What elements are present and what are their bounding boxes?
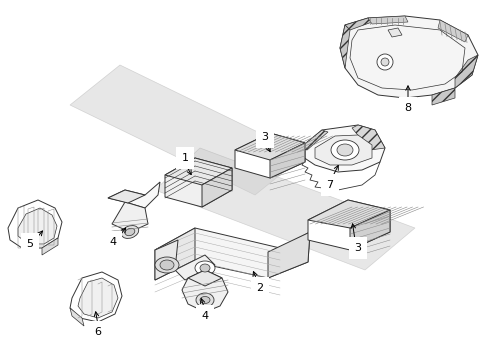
Polygon shape — [267, 232, 309, 278]
Polygon shape — [78, 278, 118, 318]
Polygon shape — [8, 200, 62, 248]
Polygon shape — [155, 148, 414, 270]
Ellipse shape — [380, 58, 388, 66]
Polygon shape — [269, 143, 305, 178]
Ellipse shape — [200, 297, 209, 303]
Polygon shape — [339, 25, 349, 68]
Polygon shape — [182, 270, 227, 312]
Ellipse shape — [200, 264, 209, 272]
Polygon shape — [108, 182, 160, 208]
Polygon shape — [155, 228, 195, 280]
Polygon shape — [187, 270, 222, 286]
Polygon shape — [339, 16, 477, 98]
Ellipse shape — [155, 257, 179, 273]
Text: 3: 3 — [354, 243, 361, 253]
Text: 2: 2 — [256, 283, 263, 293]
Text: 4: 4 — [109, 237, 116, 247]
Polygon shape — [307, 200, 389, 228]
Text: 1: 1 — [181, 153, 188, 163]
Polygon shape — [70, 272, 122, 322]
Polygon shape — [70, 65, 305, 195]
Polygon shape — [299, 125, 384, 172]
Ellipse shape — [330, 140, 358, 160]
Polygon shape — [367, 16, 407, 24]
Polygon shape — [345, 18, 371, 30]
Text: 4: 4 — [201, 311, 208, 321]
Polygon shape — [387, 28, 401, 37]
Polygon shape — [299, 130, 327, 150]
Polygon shape — [437, 20, 467, 42]
Polygon shape — [307, 200, 389, 250]
Polygon shape — [112, 202, 148, 232]
Polygon shape — [164, 158, 231, 207]
Ellipse shape — [121, 226, 139, 238]
Polygon shape — [164, 158, 231, 185]
Polygon shape — [42, 238, 58, 255]
Ellipse shape — [160, 260, 174, 270]
Polygon shape — [202, 168, 231, 207]
Polygon shape — [351, 125, 384, 150]
Text: 6: 6 — [94, 327, 102, 337]
Text: 3: 3 — [261, 132, 268, 142]
Polygon shape — [155, 228, 309, 278]
Text: 8: 8 — [404, 103, 411, 113]
Polygon shape — [175, 255, 215, 280]
Text: 5: 5 — [26, 239, 34, 249]
Ellipse shape — [125, 228, 135, 236]
Polygon shape — [235, 133, 305, 160]
Polygon shape — [155, 240, 178, 280]
Ellipse shape — [336, 144, 352, 156]
Ellipse shape — [376, 54, 392, 70]
Polygon shape — [18, 208, 57, 244]
Polygon shape — [349, 210, 389, 250]
Polygon shape — [70, 308, 84, 326]
Text: 7: 7 — [326, 180, 333, 190]
Polygon shape — [314, 135, 371, 165]
Polygon shape — [454, 55, 477, 88]
Polygon shape — [431, 88, 454, 105]
Polygon shape — [235, 133, 305, 178]
Polygon shape — [108, 190, 145, 203]
Ellipse shape — [196, 293, 214, 307]
Ellipse shape — [195, 261, 215, 275]
